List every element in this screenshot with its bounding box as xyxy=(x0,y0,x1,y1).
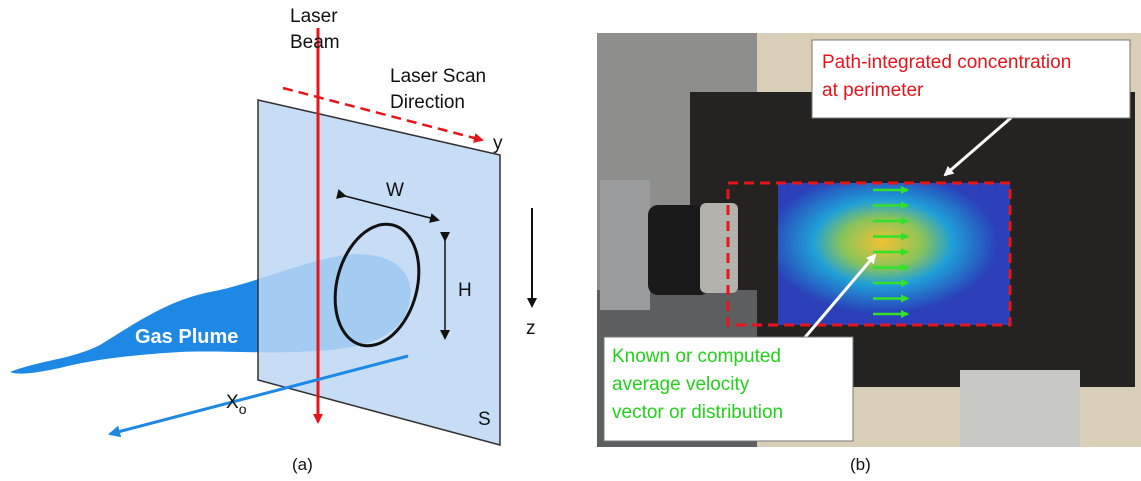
panel-b: Path-integrated concentration at perimete… xyxy=(597,33,1141,474)
caption: (a) xyxy=(292,455,313,474)
label-main: X xyxy=(226,392,239,413)
label-line: Direction xyxy=(390,92,465,113)
laser-beam-label: Laser Beam xyxy=(290,6,340,53)
label-line: at perimeter xyxy=(822,80,924,101)
label-line: Path-integrated concentration xyxy=(822,52,1071,73)
label-line: Laser Scan xyxy=(390,66,486,87)
scan-plane xyxy=(258,100,500,445)
stand xyxy=(960,370,1080,447)
plume-label: Gas Plume xyxy=(135,326,238,348)
plane-label: S xyxy=(478,409,491,430)
mount xyxy=(600,180,650,310)
label-line: Known or computed xyxy=(612,346,781,367)
figure: Laser Beam Laser Scan Direction y W H z Ga… xyxy=(0,0,1141,481)
panel-a: Laser Beam Laser Scan Direction y W H z Ga… xyxy=(10,6,536,474)
label-line: vector or distribution xyxy=(612,402,783,423)
label-sub: o xyxy=(239,401,247,417)
label-line: Beam xyxy=(290,32,340,53)
z-label: z xyxy=(526,318,536,339)
caption: (b) xyxy=(850,455,871,474)
h-label: H xyxy=(458,280,472,301)
label-line: Laser xyxy=(290,6,338,27)
y-label: y xyxy=(493,133,503,154)
scan-label: Laser Scan Direction xyxy=(390,66,486,113)
w-label: W xyxy=(386,180,404,201)
x-offset-label: Xo xyxy=(226,392,247,417)
label-line: average velocity xyxy=(612,374,750,395)
sensor-ring xyxy=(700,203,738,293)
